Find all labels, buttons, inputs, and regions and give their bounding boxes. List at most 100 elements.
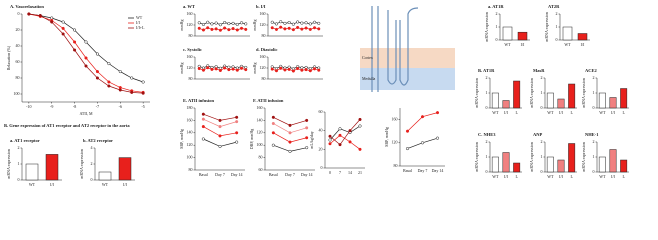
x-tick-label: WT bbox=[547, 110, 554, 115]
bar bbox=[568, 143, 576, 173]
x-tick-label: -10 bbox=[26, 104, 31, 109]
x-tick-label: I/I bbox=[559, 174, 563, 179]
y-tick-label: 60 bbox=[16, 59, 20, 64]
point bbox=[235, 140, 239, 144]
y-tick-label: 2 bbox=[486, 75, 488, 80]
bar bbox=[620, 88, 628, 109]
point bbox=[197, 21, 201, 25]
bar bbox=[598, 156, 606, 173]
point bbox=[244, 68, 248, 72]
point bbox=[270, 20, 274, 24]
y-axis-label: mRNA expression bbox=[484, 12, 489, 41]
y-axis-label: mRNA expression bbox=[79, 149, 84, 178]
point bbox=[317, 27, 321, 31]
y-tick-label: 1 bbox=[541, 90, 543, 95]
bar bbox=[546, 92, 554, 109]
point bbox=[231, 67, 235, 71]
x-tick-label: I/I bbox=[123, 182, 127, 187]
x-tick-label: L bbox=[515, 174, 518, 179]
x-tick-label: -7 bbox=[96, 104, 99, 109]
chart-title: F. ATII infusion bbox=[253, 98, 284, 103]
y-tick-label: 80 bbox=[189, 167, 193, 172]
bar bbox=[568, 83, 576, 109]
chart-title: d. Diastolic bbox=[256, 47, 278, 52]
y-tick-label: 160 bbox=[187, 54, 193, 59]
point bbox=[130, 76, 134, 80]
y-tick-label: 80 bbox=[259, 155, 263, 160]
y-tick-label: 0 bbox=[486, 169, 488, 174]
x-tick-label: L bbox=[570, 174, 573, 179]
point bbox=[308, 27, 312, 31]
point bbox=[296, 67, 300, 71]
y-tick-label: 40 bbox=[319, 128, 323, 133]
point bbox=[223, 66, 227, 70]
series-line bbox=[329, 119, 361, 146]
point bbox=[107, 80, 111, 84]
point bbox=[244, 27, 248, 31]
point bbox=[95, 76, 99, 80]
y-tick-label: 80 bbox=[16, 75, 20, 80]
bar bbox=[546, 156, 554, 173]
chart-title: NHE-1 bbox=[585, 132, 599, 137]
point bbox=[218, 118, 222, 122]
point bbox=[239, 21, 244, 25]
point bbox=[291, 69, 295, 73]
y-tick-label: 160 bbox=[260, 54, 266, 59]
point bbox=[338, 143, 342, 147]
y-tick-label: 0 bbox=[91, 177, 93, 182]
y-tick-label: 1 bbox=[541, 154, 543, 159]
series-line bbox=[329, 134, 361, 150]
x-tick-label: Basal bbox=[199, 172, 209, 177]
x-tick-label: Day 7 bbox=[285, 172, 295, 177]
x-tick-label: -9 bbox=[50, 104, 53, 109]
legend-label: I/I+L bbox=[136, 25, 145, 30]
y-tick-label: 80 bbox=[262, 33, 266, 38]
point bbox=[201, 117, 205, 121]
bar bbox=[562, 26, 573, 41]
point bbox=[210, 22, 214, 26]
point bbox=[405, 147, 410, 151]
y-tick-label: 160 bbox=[260, 11, 266, 16]
x-tick-label: I/I bbox=[559, 110, 563, 115]
y-tick-label: 100 bbox=[187, 155, 193, 160]
x-tick-label: I/I bbox=[611, 174, 615, 179]
point bbox=[84, 64, 88, 68]
y-tick-label: 80 bbox=[189, 76, 193, 81]
point bbox=[235, 22, 239, 27]
point bbox=[235, 28, 239, 32]
point bbox=[288, 131, 292, 135]
bar bbox=[557, 159, 565, 173]
x-tick-label: I/I bbox=[504, 174, 508, 179]
y-tick-label: 1 bbox=[18, 161, 20, 166]
point bbox=[27, 12, 31, 16]
y-tick-label: 2 bbox=[593, 75, 595, 80]
point bbox=[223, 26, 227, 30]
x-tick-label: L bbox=[570, 110, 573, 115]
y-tick-label: 100 bbox=[14, 91, 20, 96]
y-axis-label: mmHg bbox=[179, 19, 184, 30]
bar bbox=[609, 97, 617, 109]
point bbox=[358, 147, 362, 151]
y-tick-label: 2 bbox=[18, 145, 20, 150]
y-tick-label: 1 bbox=[496, 24, 498, 29]
chart-title: MasR bbox=[533, 68, 545, 73]
point bbox=[279, 66, 283, 70]
point bbox=[287, 67, 291, 71]
point bbox=[235, 115, 239, 119]
y-axis-label: Relaxation (%) bbox=[6, 45, 11, 70]
point bbox=[304, 68, 308, 72]
point bbox=[312, 67, 317, 71]
point bbox=[435, 136, 440, 140]
y-tick-label: 40 bbox=[16, 43, 20, 48]
point bbox=[291, 22, 295, 26]
point bbox=[300, 68, 304, 72]
y-axis-label: mL/kg/day bbox=[309, 131, 314, 149]
point bbox=[118, 70, 122, 74]
bar bbox=[577, 33, 588, 41]
point bbox=[420, 115, 425, 119]
y-axis-label: DBP, mmHg bbox=[249, 129, 255, 149]
point bbox=[84, 56, 88, 60]
y-tick-label: 160 bbox=[187, 11, 193, 16]
y-axis-label: mmHg bbox=[252, 62, 257, 73]
x-tick-label: Day 7 bbox=[418, 168, 428, 173]
